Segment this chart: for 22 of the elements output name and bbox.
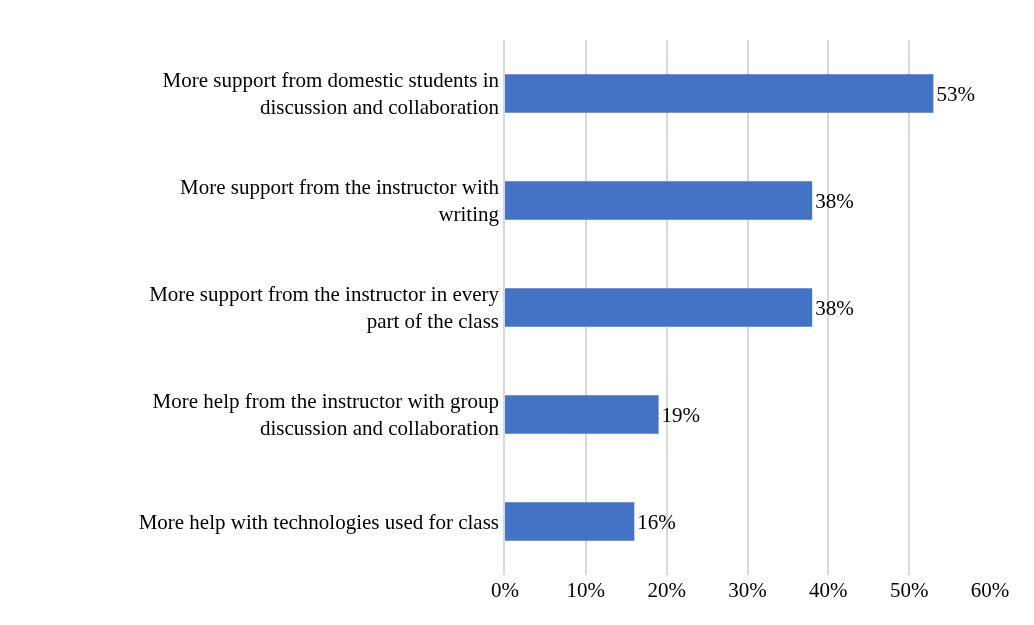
bar xyxy=(505,288,813,327)
x-tick-label: 60% xyxy=(970,578,1010,602)
x-tick-label: 10% xyxy=(566,578,606,602)
data-label: 38% xyxy=(815,295,854,320)
data-label: 38% xyxy=(815,188,854,213)
y-tick-label: More help with technologies used for class xyxy=(138,509,500,534)
y-tick-label: More support from domestic students in discussion and collaboration xyxy=(162,68,500,120)
y-tick-label: More support from the instructor with writing xyxy=(180,175,500,227)
data-label: 19% xyxy=(661,402,701,427)
data-label: 53% xyxy=(936,81,975,106)
bar xyxy=(505,395,659,434)
x-tick-label: 50% xyxy=(889,578,929,602)
data-label: 16% xyxy=(637,509,676,534)
x-tick-label: 0% xyxy=(491,578,519,602)
bar xyxy=(505,502,635,541)
bar xyxy=(505,74,934,113)
y-tick-label: More help from the instructor with group discussion and collaboration xyxy=(152,389,500,441)
bar xyxy=(505,181,813,220)
x-tick-label: 30% xyxy=(728,578,767,602)
x-tick-label: 20% xyxy=(647,578,686,602)
y-tick-label: More support from the instructor in every part of the class xyxy=(149,282,500,334)
x-tick-label: 40% xyxy=(809,578,848,602)
